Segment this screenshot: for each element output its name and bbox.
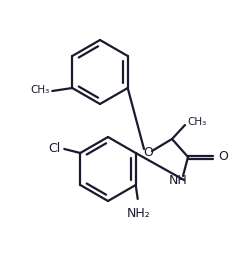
Text: CH₃: CH₃ [187,117,206,127]
Text: O: O [143,145,153,159]
Text: O: O [218,151,228,163]
Text: NH₂: NH₂ [127,207,151,220]
Text: CH₃: CH₃ [30,85,49,95]
Text: Cl: Cl [48,142,60,154]
Text: NH: NH [169,173,187,187]
